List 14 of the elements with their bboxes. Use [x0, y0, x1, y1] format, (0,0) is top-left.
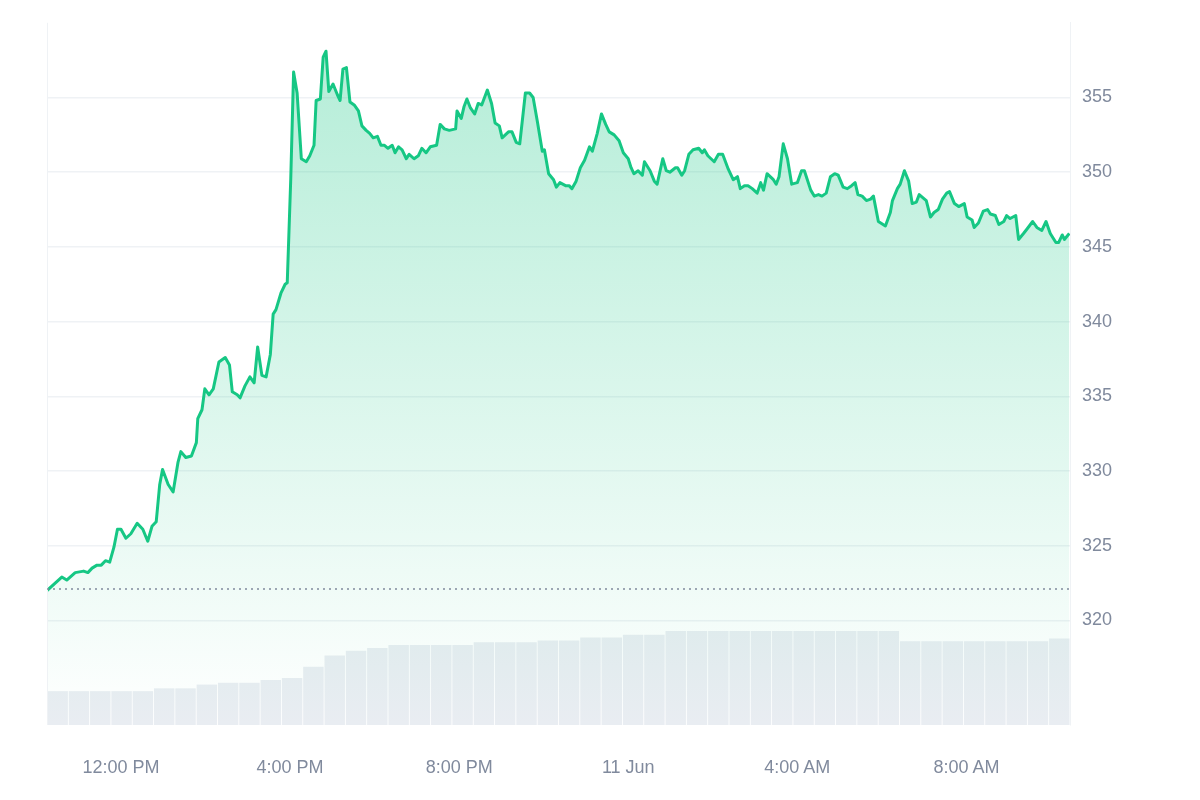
x-tick-label: 8:00 PM — [425, 756, 493, 777]
x-tick-label: 11 Jun — [601, 756, 655, 777]
y-tick-label: 345 — [1082, 235, 1113, 256]
y-tick-label: 350 — [1082, 161, 1113, 182]
y-tick-label: 320 — [1082, 609, 1113, 630]
x-tick-label: 4:00 PM — [256, 756, 324, 777]
x-tick-label: 4:00 AM — [764, 756, 831, 777]
x-tick-label: 12:00 PM — [82, 756, 160, 777]
y-tick-label: 340 — [1082, 310, 1113, 331]
y-tick-label: 335 — [1082, 385, 1113, 406]
y-tick-label: 330 — [1082, 459, 1113, 480]
y-tick-label: 325 — [1082, 534, 1113, 555]
y-tick-label: 355 — [1082, 86, 1113, 107]
x-tick-label: 8:00 AM — [933, 756, 1000, 777]
